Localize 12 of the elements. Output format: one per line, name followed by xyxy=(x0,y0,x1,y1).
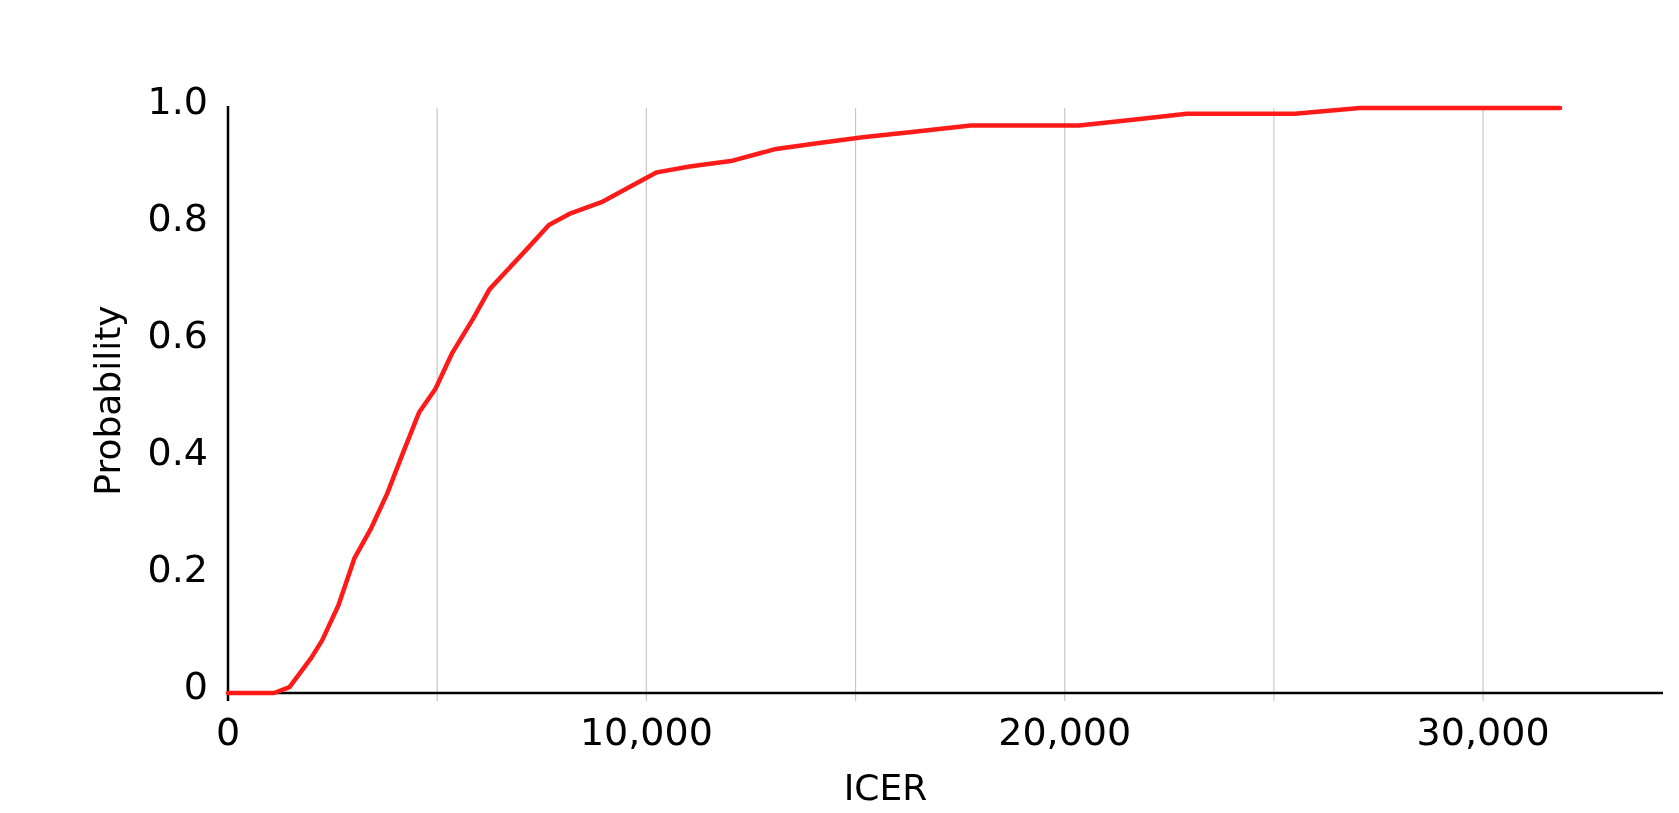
y-tick-label: 0.4 xyxy=(147,430,208,475)
y-tick-label: 0.2 xyxy=(147,547,208,592)
x-tick-label: 10,000 xyxy=(579,710,713,754)
y-tick-label: 0.8 xyxy=(147,196,208,241)
y-tick-label: 0 xyxy=(183,664,208,709)
x-tick-label: 0 xyxy=(215,710,241,754)
x-axis-title: ICER xyxy=(843,767,928,808)
y-tick-label: 0.6 xyxy=(147,313,208,358)
x-tick-label: 30,000 xyxy=(1416,710,1550,754)
y-tick-label: 1.0 xyxy=(147,79,208,124)
x-tick-label: 20,000 xyxy=(998,710,1132,754)
y-axis-title: Probability xyxy=(87,305,128,496)
